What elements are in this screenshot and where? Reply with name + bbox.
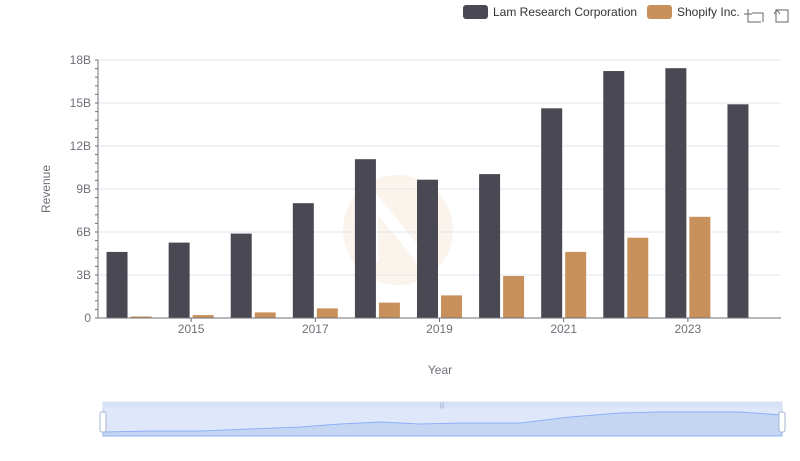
bar-shopify-2021[interactable] [565,251,587,318]
y-tick-label: 12B [70,139,91,153]
bar-shopify-2019[interactable] [441,295,462,318]
bar-lam-research-2016[interactable] [230,233,252,318]
restore-icon[interactable] [773,9,789,23]
x-tick-label: 2017 [302,322,329,336]
bar-shopify-2023[interactable] [689,216,711,318]
legend[interactable]: Lam Research Corporation Shopify Inc. [463,5,740,19]
legend-item-shopify[interactable]: Shopify Inc. [647,5,740,19]
x-tick-label: 2015 [178,322,205,336]
y-tick-label: 3B [76,268,91,282]
bar-lam-research-2017[interactable] [292,203,314,318]
bar-shopify-2017[interactable] [316,308,338,318]
slider-left-handle[interactable] [99,411,107,433]
slider-selected-range[interactable] [103,408,782,436]
bar-lam-research-2024[interactable] [727,104,749,318]
bar-shopify-2018[interactable] [378,302,400,318]
y-tick-label: 6B [76,225,91,239]
bar-lam-research-2019[interactable] [417,179,438,318]
slider-top-bar[interactable] [103,402,782,408]
legend-label-shopify: Shopify Inc. [677,5,740,19]
legend-item-lam-research[interactable]: Lam Research Corporation [463,5,637,19]
bar-lam-research-2022[interactable] [603,71,625,318]
x-tick-label: 2023 [675,322,702,336]
bar-shopify-2022[interactable] [627,237,649,318]
x-tick-label: 2021 [550,322,577,336]
y-tick-label: 15B [70,96,91,110]
bar-lam-research-2018[interactable] [354,159,376,318]
bar-lam-research-2020[interactable] [479,174,501,318]
bar-shopify-2015[interactable] [192,315,214,318]
y-tick-label: 18B [70,53,91,67]
bars[interactable] [106,68,749,318]
y-tick-label: 0 [84,311,91,325]
slider-grip-icon[interactable]: ||| [440,403,445,409]
bar-lam-research-2023[interactable] [665,68,687,318]
zoom-icon[interactable] [744,9,764,23]
legend-label-lam-research: Lam Research Corporation [493,5,637,19]
bar-shopify-2020[interactable] [503,276,525,318]
slider-right-handle[interactable] [778,411,786,433]
bar-lam-research-2014[interactable] [106,251,128,318]
axes: 0 3B 6B 9B 12B 15B 18B 2015 2017 2019 2021 2023 [70,53,781,336]
legend-swatch-shopify [647,5,672,19]
bar-lam-research-2015[interactable] [168,242,190,318]
data-zoom-slider[interactable]: ||| [99,401,786,437]
x-axis-title: Year [428,363,452,377]
legend-swatch-lam-research [463,5,488,19]
bar-shopify-2014[interactable] [130,316,152,318]
y-axis-title: Revenue [39,165,53,213]
y-tick-label: 9B [76,182,91,196]
bar-shopify-2016[interactable] [254,312,276,318]
bar-lam-research-2021[interactable] [541,108,563,318]
x-tick-label: 2019 [426,322,453,336]
